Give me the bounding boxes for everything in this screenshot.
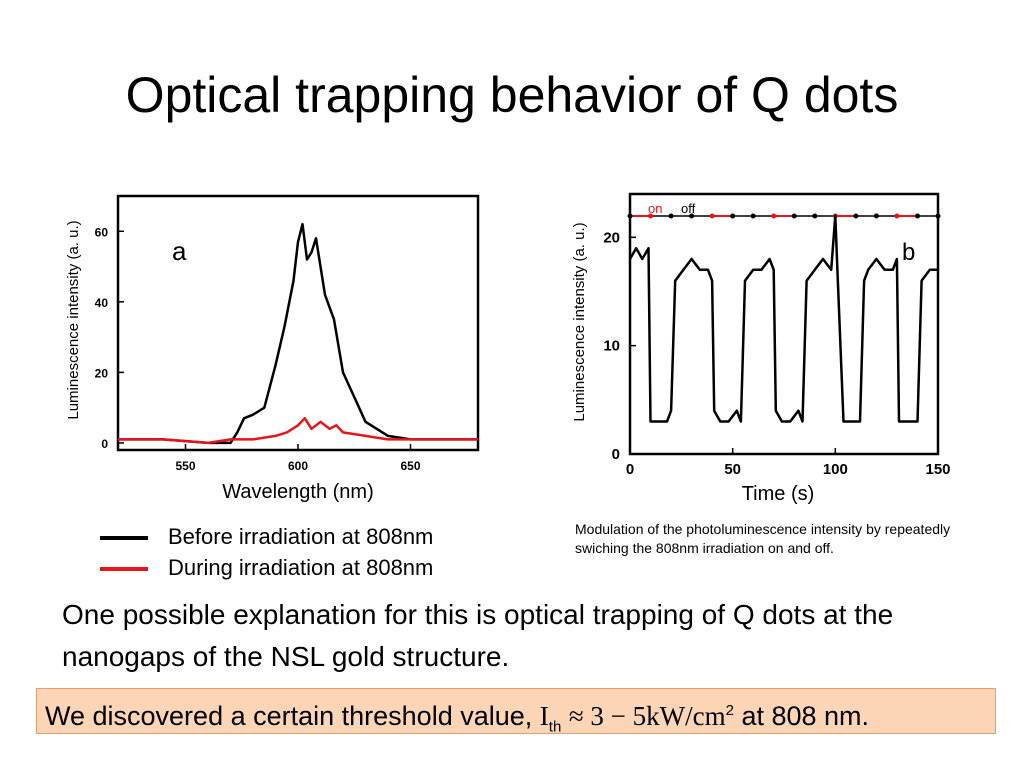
y-tick-label: 0 <box>612 446 620 463</box>
series-line-0 <box>118 222 478 445</box>
x-tick-label: 600 <box>288 459 308 473</box>
legend-label-before: Before irradiation at 808nm <box>168 524 434 549</box>
on-off-marker <box>668 213 674 219</box>
x-tick-label: 150 <box>925 461 950 478</box>
chart-b-off-label: off <box>681 201 696 216</box>
on-off-marker <box>791 213 797 219</box>
threshold-box: We discovered a certain threshold value,… <box>36 688 996 736</box>
explanation-text: One possible explanation for this is opt… <box>62 599 894 672</box>
on-off-marker <box>894 213 900 219</box>
y-tick-label: 60 <box>95 225 109 239</box>
y-tick-label: 40 <box>95 296 109 310</box>
legend-swatch-during <box>100 567 148 571</box>
threshold-prefix: We discovered a certain threshold value, <box>45 701 533 731</box>
chart-b-plot-frame <box>628 192 940 456</box>
chart-b-xlabel: Time (s) <box>742 483 815 505</box>
chart-a-xlabel: Wavelength (nm) <box>222 481 374 503</box>
on-off-marker <box>689 213 695 219</box>
chart-wavelength-spectrum: 550 600 650 0 20 40 60 a Wavelength (nm) Lumin… <box>65 194 480 503</box>
threshold-superscript: 2 <box>725 702 734 719</box>
y-tick-label: 20 <box>603 229 620 246</box>
on-off-marker <box>648 213 654 219</box>
y-tick-label: 20 <box>95 366 109 380</box>
chart-b-series <box>628 214 938 423</box>
y-tick-label: 10 <box>603 338 620 355</box>
threshold-suffix: at 808 nm. <box>741 701 870 731</box>
chart-b-ticks: 0 50 100 150 0 10 20 <box>603 229 950 478</box>
threshold-relation: ≈ 3 − 5kW/cm <box>568 701 726 731</box>
chart-a-ticks: 550 600 650 0 20 40 60 <box>95 225 421 473</box>
x-tick-label: 550 <box>175 459 195 473</box>
chart-a-plot-frame <box>116 194 480 452</box>
chart-b-on-off-indicator <box>627 213 941 219</box>
on-off-marker <box>812 213 818 219</box>
on-off-marker <box>730 213 736 219</box>
chart-a-ylabel: Luminescence intensity (a. u.) <box>65 220 82 419</box>
series-line-1 <box>118 417 478 445</box>
x-tick-label: 650 <box>400 459 420 473</box>
slide-title: Optical trapping behavior of Q dots <box>125 67 899 123</box>
chart-b-panel-label: b <box>902 239 915 266</box>
chart-time-modulation: on off 0 50 100 150 0 10 20 b Time (s) Lumines… <box>571 192 951 505</box>
figure-caption: Modulation of the photoluminescence inte… <box>575 521 951 556</box>
x-tick-label: 0 <box>626 461 634 478</box>
on-off-marker <box>935 213 941 219</box>
on-off-marker <box>873 213 879 219</box>
threshold-symbol: I <box>539 701 549 731</box>
on-off-marker <box>627 213 633 219</box>
on-off-marker <box>853 213 859 219</box>
on-off-marker <box>750 213 756 219</box>
legend-swatch-before <box>100 536 148 540</box>
on-off-marker <box>914 213 920 219</box>
x-tick-label: 50 <box>724 461 741 478</box>
on-off-marker <box>709 213 715 219</box>
chart-a-series <box>118 222 478 445</box>
chart-b-on-label: on <box>648 201 662 216</box>
on-off-marker <box>771 213 777 219</box>
y-tick-label: 0 <box>101 437 108 451</box>
legend-label-during: During irradiation at 808nm <box>168 555 434 580</box>
chart-a-panel-label: a <box>172 236 187 266</box>
chart-b-ylabel: Luminescence intensity (a. u.) <box>571 222 588 421</box>
threshold-subscript: th <box>548 718 562 736</box>
x-tick-label: 100 <box>823 461 848 478</box>
series-line-0 <box>628 214 938 423</box>
